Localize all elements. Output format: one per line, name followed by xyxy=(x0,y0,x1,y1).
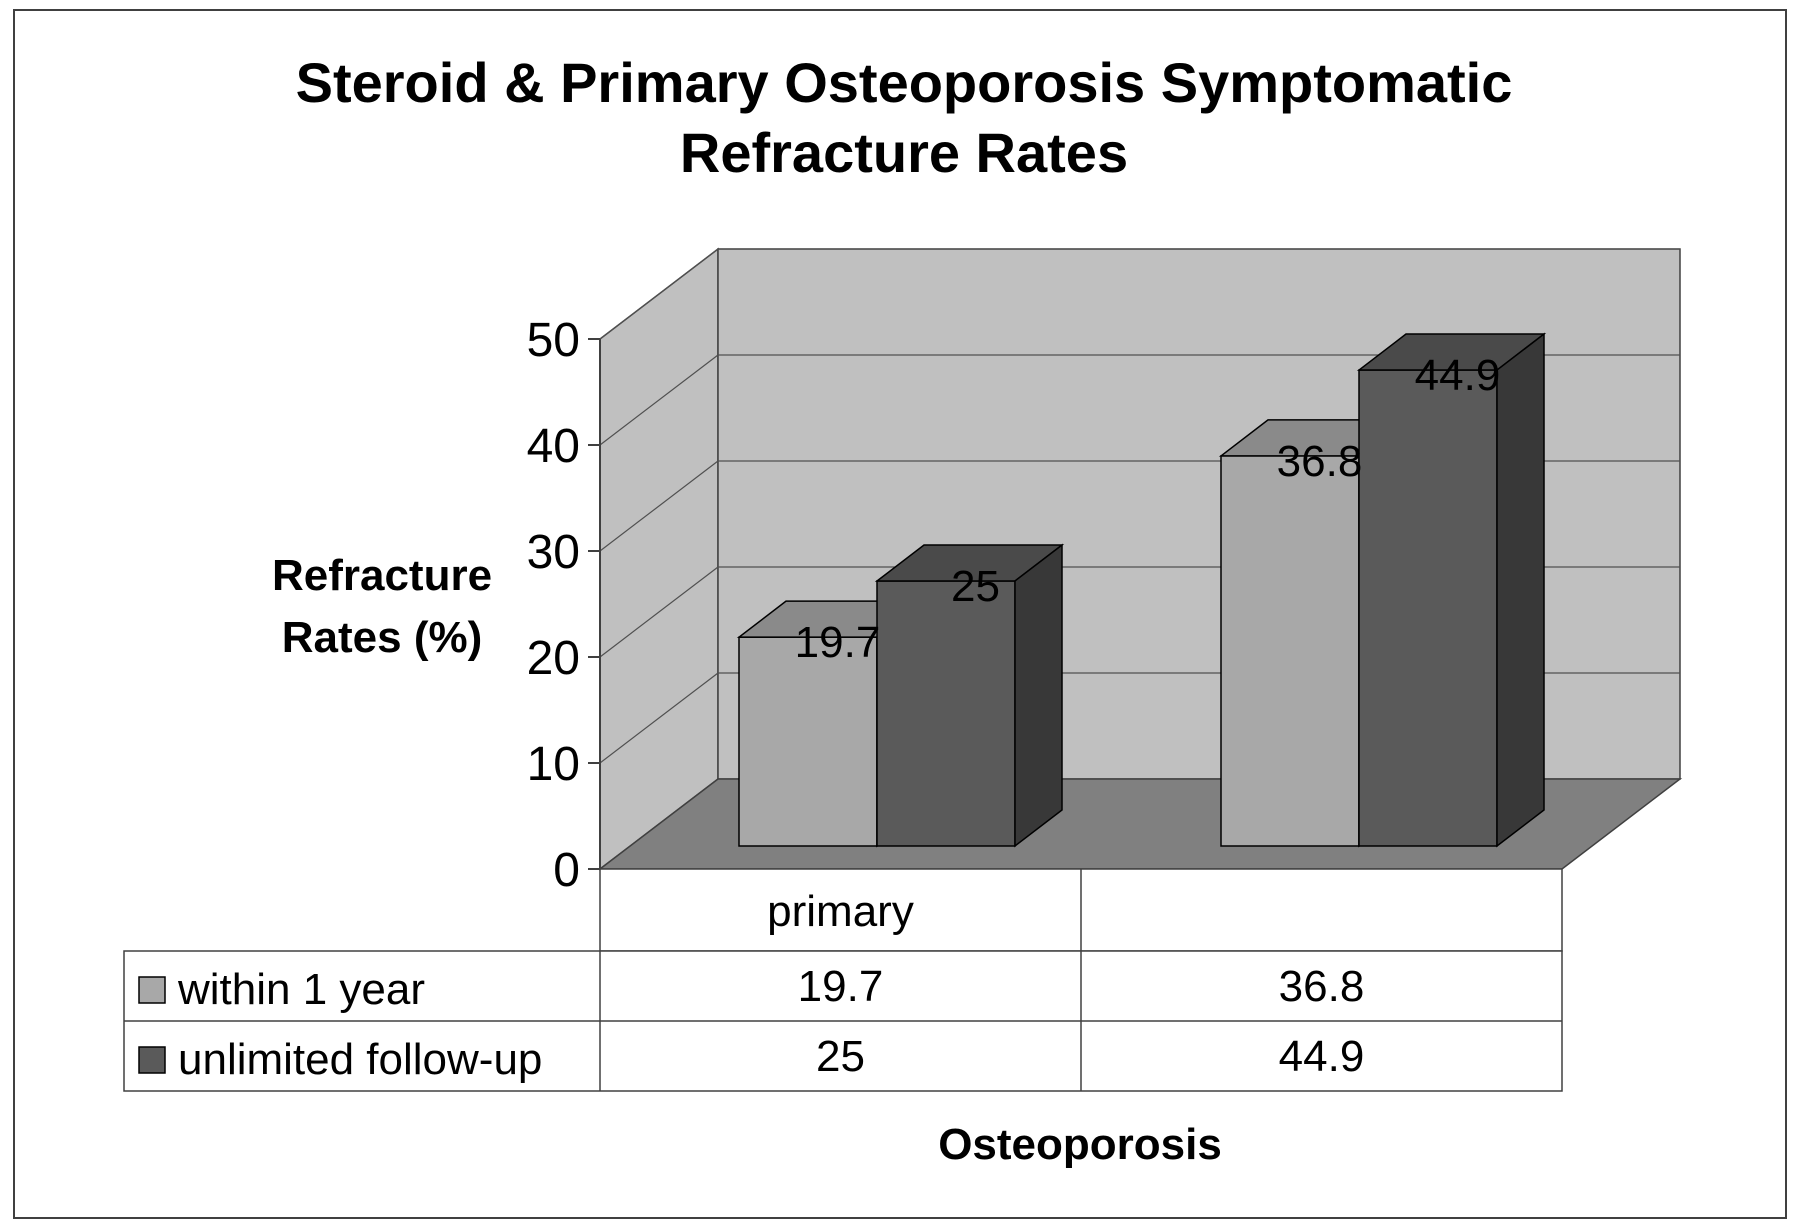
bar-side xyxy=(1496,332,1545,848)
gridline-side-50 xyxy=(599,248,719,340)
table-cell-0-0: 19.7 xyxy=(798,962,884,1011)
y-tick-label-50: 50 xyxy=(527,314,580,367)
gridline-side-20 xyxy=(599,566,719,658)
y-axis-ticks: 0 10 20 30 40 50 xyxy=(527,314,601,897)
y-tick-label-0: 0 xyxy=(553,844,580,897)
bar-front xyxy=(876,580,1016,847)
bar-front xyxy=(1220,455,1360,847)
x-axis-label: Osteoporosis xyxy=(938,1120,1222,1169)
y-tick-label-20: 20 xyxy=(527,632,580,685)
y-axis-label-line-1: Refracture xyxy=(272,551,492,600)
chart-title-line-2: Refracture Rates xyxy=(680,121,1128,184)
data-label-0-1: 25 xyxy=(951,562,1000,611)
gridline-side-40 xyxy=(599,354,719,446)
y-axis-label-line-2: Rates (%) xyxy=(282,613,483,662)
chart-title-line-1: Steroid & Primary Osteoporosis Symptomat… xyxy=(296,51,1513,114)
bar-side xyxy=(1014,543,1063,848)
table-cell-1-0: 25 xyxy=(816,1032,865,1081)
table-cell-1-1: 44.9 xyxy=(1279,1032,1365,1081)
bar-1-1 xyxy=(1356,332,1547,848)
y-tick-label-40: 40 xyxy=(527,420,580,473)
gridline-side-10 xyxy=(599,672,719,764)
legend-swatch-1 xyxy=(138,1046,166,1074)
bar-front xyxy=(738,636,878,847)
y-tick-label-30: 30 xyxy=(527,526,580,579)
y-tick-label-10: 10 xyxy=(527,738,580,791)
data-label-0-0: 19.7 xyxy=(795,618,881,667)
gridline-side-30 xyxy=(599,460,719,552)
legend-swatch-0 xyxy=(138,976,166,1004)
data-label-1-1: 44.9 xyxy=(1415,351,1501,400)
legend-label-1: unlimited follow-up xyxy=(178,1035,542,1084)
bar-0-1 xyxy=(874,543,1065,848)
data-label-1-0: 36.8 xyxy=(1277,437,1363,486)
data-table: primary within 1 year 19.7 36.8 unlimited fo… xyxy=(123,868,1563,1092)
bar-front xyxy=(1358,369,1498,847)
table-category-0: primary xyxy=(767,887,914,936)
bars xyxy=(736,332,1547,848)
legend-label-0: within 1 year xyxy=(177,965,425,1014)
side-wall xyxy=(599,247,719,871)
table-cell-0-1: 36.8 xyxy=(1279,962,1365,1011)
data-labels: 19.7 25 36.8 44.9 xyxy=(795,351,1501,667)
